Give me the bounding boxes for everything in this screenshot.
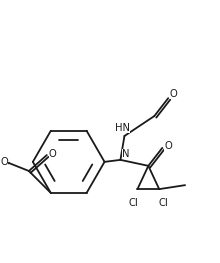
Text: HN: HN — [115, 123, 130, 133]
Text: O: O — [49, 149, 57, 159]
Text: O: O — [169, 89, 177, 99]
Text: O: O — [0, 157, 8, 167]
Text: Cl: Cl — [158, 198, 168, 208]
Text: N: N — [122, 149, 129, 159]
Text: O: O — [164, 141, 172, 151]
Text: Cl: Cl — [129, 198, 138, 208]
